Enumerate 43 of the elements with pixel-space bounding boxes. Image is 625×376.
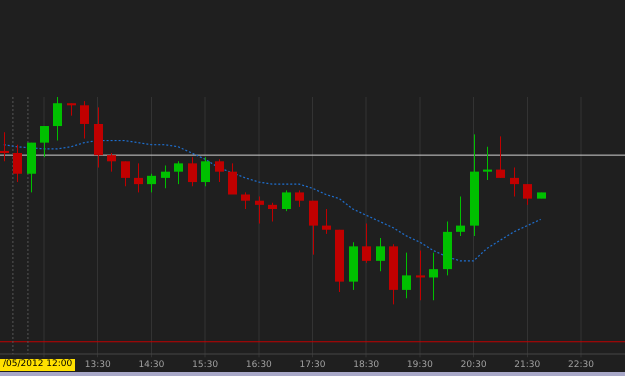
x-tick-label: 15:30: [192, 360, 218, 370]
candlestick: [13, 144, 22, 183]
candlestick: [429, 252, 438, 301]
x-tick-label: 14:30: [138, 360, 165, 370]
candlestick: [496, 136, 505, 178]
x-tick-label: 16:30: [246, 360, 272, 370]
x-tick-label: 19:30: [406, 360, 434, 370]
text: /05/2012 12:00: [0, 359, 76, 371]
x-tick-label: 18:30: [353, 360, 380, 370]
candlestick: [121, 160, 130, 187]
candlestick: [322, 208, 331, 234]
candlestick: [201, 156, 210, 187]
candlestick: [161, 164, 170, 189]
x-tick-label: 13:30: [84, 360, 111, 370]
candlestick: [40, 126, 49, 158]
candlestick: [362, 223, 371, 264]
candlestick: [483, 146, 492, 180]
candlestick: [416, 250, 425, 301]
candlestick: [107, 152, 116, 172]
candlestick: [147, 173, 156, 193]
candlestick: [295, 190, 304, 208]
candlestick: [282, 190, 291, 212]
candlestick: [523, 184, 532, 206]
candlestick: [53, 96, 62, 142]
candlestick: [255, 196, 264, 224]
candlestick: [228, 162, 237, 195]
candlestick: [241, 192, 250, 210]
x-tick-label: 17:30: [300, 360, 326, 370]
candlestick: [0, 132, 9, 162]
candlestick: [376, 238, 385, 272]
candlestick: [67, 102, 76, 116]
candlestick: [188, 156, 197, 187]
x-tick-label: 22:30: [568, 360, 594, 370]
candlestick: [402, 252, 411, 299]
x-tick-label: 21:30: [514, 360, 541, 370]
x-tick-label: 20:30: [460, 360, 487, 370]
candlestick: [80, 100, 89, 139]
candlestick: [510, 167, 519, 198]
candlestick: [174, 160, 183, 185]
candlestick: [268, 202, 277, 222]
candlestick: [134, 162, 143, 193]
candlestick: [215, 158, 224, 183]
candlestick: [456, 196, 465, 236]
